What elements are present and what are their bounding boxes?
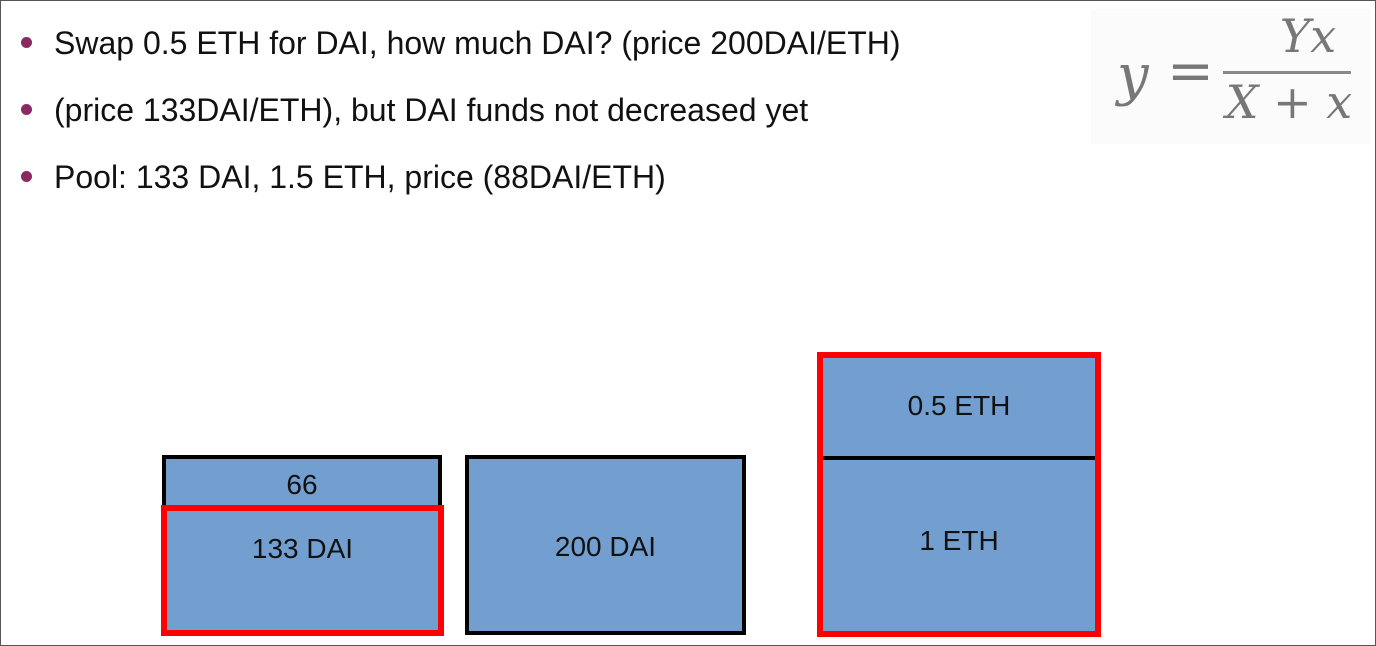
eth-pool-box: 0.5 ETH 1 ETH: [817, 352, 1101, 637]
bullet-text: Swap 0.5 ETH for DAI, how much DAI? (pri…: [54, 25, 901, 61]
bullet-text: Pool: 133 DAI, 1.5 ETH, price (88DAI/ETH…: [54, 159, 666, 195]
formula-fraction-bar: [1223, 71, 1351, 74]
formula-lhs: y: [1117, 43, 1149, 108]
bullet-dot-icon: [21, 171, 32, 182]
eth-divider: [823, 456, 1095, 460]
bullet-text: (price 133DAI/ETH), but DAI funds not de…: [54, 92, 809, 128]
dai-pool-label: 133 DAI: [251, 533, 354, 564]
dai-extra-label: 66: [286, 469, 318, 500]
bullet-dot-icon: [21, 37, 32, 48]
formula-equals: =: [1167, 39, 1214, 104]
formula-numerator: Yx: [1279, 9, 1337, 63]
eth-added-label: 0.5 ETH: [907, 390, 1011, 421]
formula-denominator: X + x: [1225, 75, 1353, 129]
dai-original-box: 200 DAI: [465, 455, 746, 635]
eth-pool-label: 1 ETH: [919, 525, 999, 556]
dai-original-label: 200 DAI: [554, 531, 657, 562]
constant-product-formula: y = Yx X + x: [1091, 9, 1371, 144]
bullet-dot-icon: [21, 104, 32, 115]
dai-pool-box: 133 DAI: [161, 505, 444, 636]
